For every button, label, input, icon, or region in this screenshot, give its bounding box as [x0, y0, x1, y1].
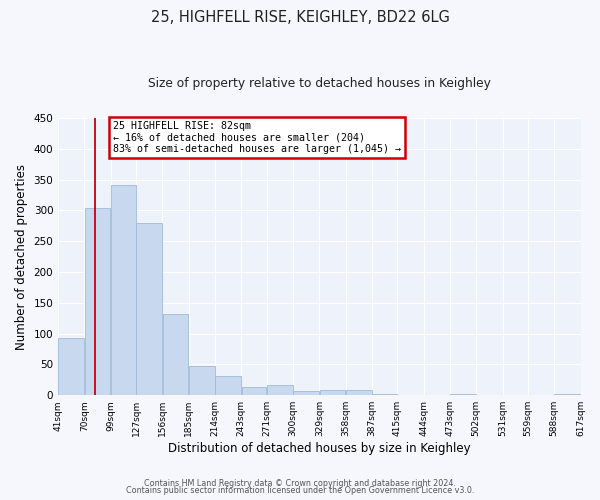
Text: 25, HIGHFELL RISE, KEIGHLEY, BD22 6LG: 25, HIGHFELL RISE, KEIGHLEY, BD22 6LG: [151, 10, 449, 25]
Y-axis label: Number of detached properties: Number of detached properties: [15, 164, 28, 350]
Bar: [111, 185, 136, 395]
Bar: [215, 376, 241, 395]
Bar: [450, 394, 476, 395]
Text: 25 HIGHFELL RISE: 82sqm
← 16% of detached houses are smaller (204)
83% of semi-d: 25 HIGHFELL RISE: 82sqm ← 16% of detache…: [113, 121, 401, 154]
Bar: [267, 386, 293, 395]
Bar: [163, 314, 188, 395]
Bar: [346, 390, 371, 395]
Bar: [189, 366, 215, 395]
Bar: [320, 390, 346, 395]
X-axis label: Distribution of detached houses by size in Keighley: Distribution of detached houses by size …: [168, 442, 470, 455]
Text: Contains public sector information licensed under the Open Government Licence v3: Contains public sector information licen…: [126, 486, 474, 495]
Bar: [58, 338, 84, 395]
Bar: [372, 394, 397, 395]
Bar: [293, 391, 319, 395]
Bar: [242, 386, 266, 395]
Bar: [136, 224, 162, 395]
Title: Size of property relative to detached houses in Keighley: Size of property relative to detached ho…: [148, 78, 491, 90]
Bar: [85, 208, 110, 395]
Bar: [554, 394, 580, 395]
Text: Contains HM Land Registry data © Crown copyright and database right 2024.: Contains HM Land Registry data © Crown c…: [144, 478, 456, 488]
